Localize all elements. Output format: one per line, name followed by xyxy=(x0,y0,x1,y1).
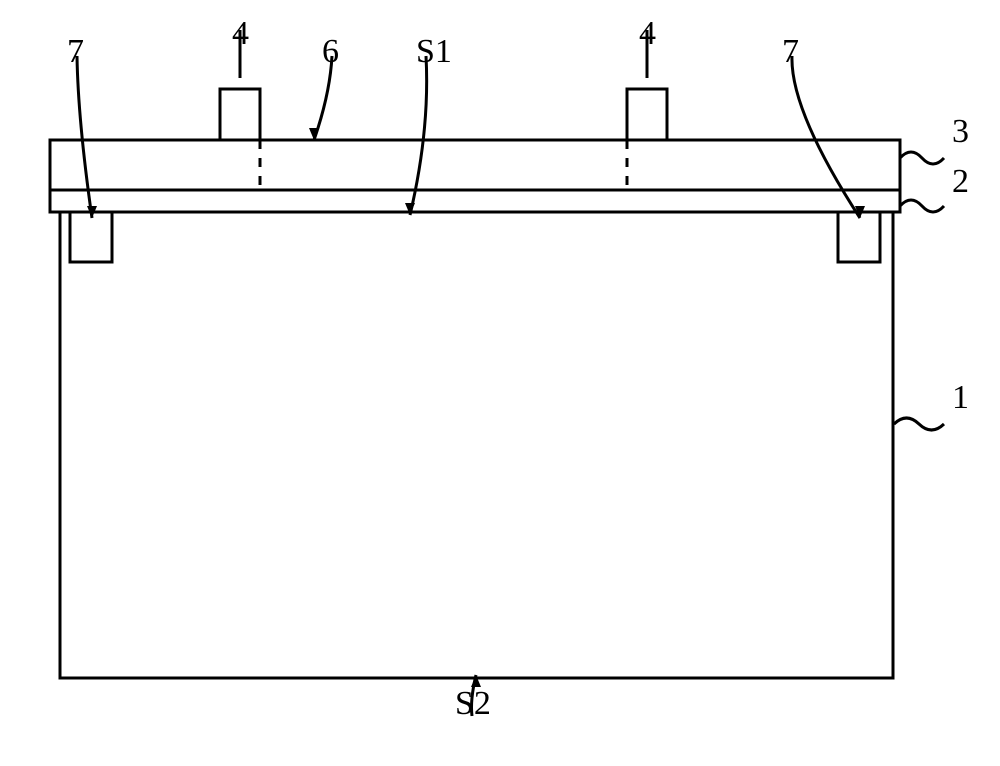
label-l1: 1 xyxy=(952,379,969,417)
label-l7a: 7 xyxy=(67,33,84,71)
label-lS1: S1 xyxy=(416,33,452,71)
label-l2: 2 xyxy=(952,163,969,201)
label-l3: 3 xyxy=(952,113,969,151)
label-l6: 6 xyxy=(322,33,339,71)
label-lS2: S2 xyxy=(455,685,491,723)
label-l4b: 4 xyxy=(639,15,656,53)
label-l7b: 7 xyxy=(782,33,799,71)
label-l4a: 4 xyxy=(232,15,249,53)
